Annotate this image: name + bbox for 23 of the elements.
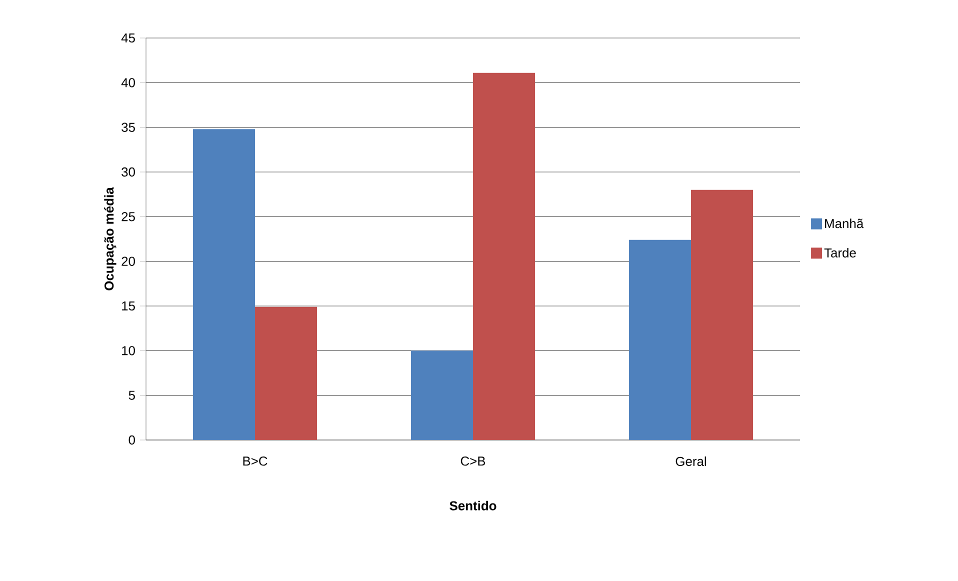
y-tick-label: 35	[122, 122, 135, 132]
y-tick-label: 45	[121, 33, 135, 43]
bar	[411, 350, 474, 440]
y-axis-title: Ocupação média	[104, 187, 116, 290]
bar	[629, 240, 692, 440]
y-tick-label: 0	[128, 435, 135, 445]
x-tick-label: B>C	[243, 456, 268, 466]
x-tick-label: Geral	[676, 456, 706, 466]
x-tick-label: C>B	[460, 456, 486, 466]
bar	[255, 306, 318, 440]
legend-label: Tarde	[824, 248, 856, 258]
x-axis-title: Sentido	[450, 500, 496, 510]
y-tick-label: 20	[122, 256, 135, 266]
y-tick-label: 15	[122, 301, 135, 311]
bar	[473, 72, 536, 440]
bar	[691, 190, 754, 440]
bar	[193, 129, 256, 440]
legend-label: Manhã	[825, 218, 864, 228]
y-tick-label: 5	[128, 390, 135, 400]
y-tick-label: 25	[122, 212, 135, 222]
y-tick-label: 40	[121, 78, 135, 88]
y-tick-label: 10	[122, 346, 135, 356]
y-tick-label: 30	[122, 167, 135, 177]
